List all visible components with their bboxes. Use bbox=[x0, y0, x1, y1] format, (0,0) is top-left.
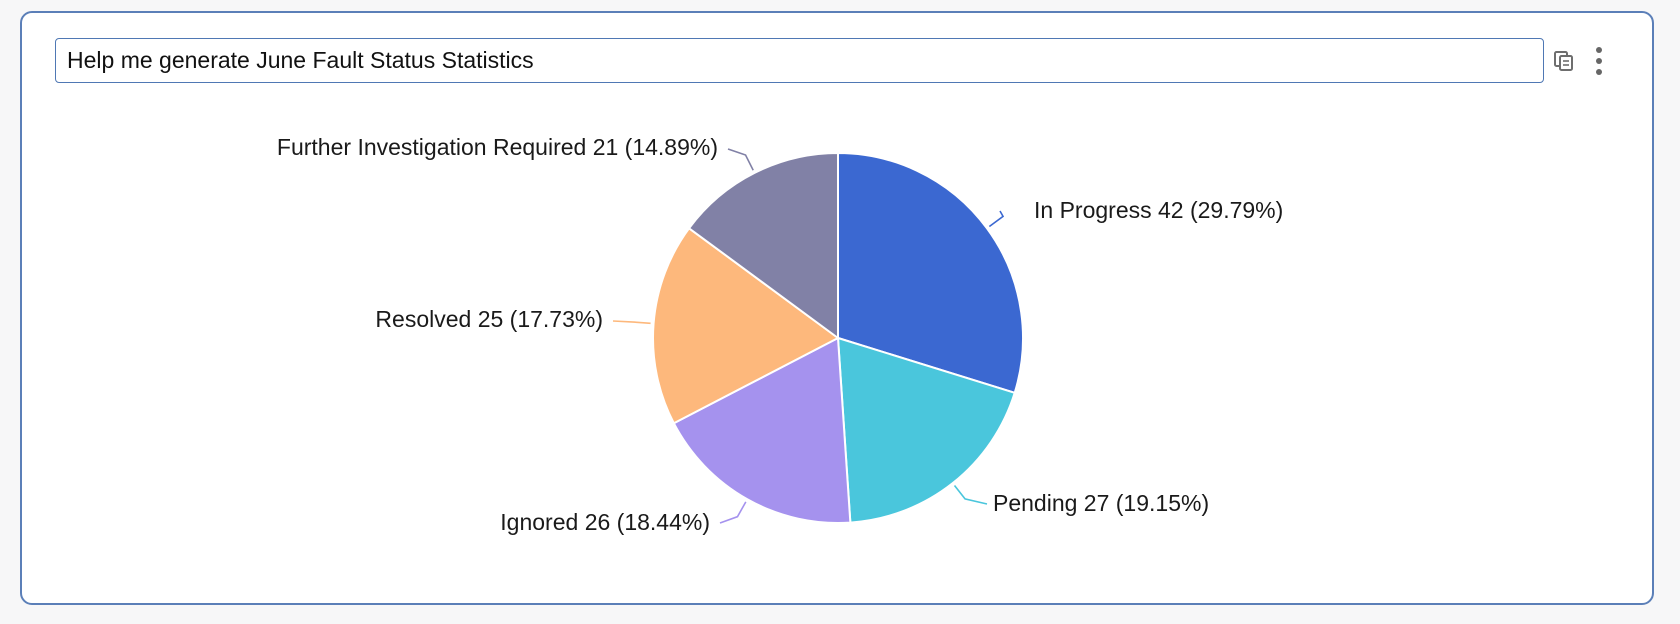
pie-labels: In Progress 42 (29.79%) Pending 27 (19.15… bbox=[277, 134, 1283, 535]
pie-slices bbox=[652, 152, 1024, 524]
pie-slice-pending[interactable] bbox=[837, 337, 1016, 524]
prompt-text: Help me generate June Fault Status Stati… bbox=[67, 47, 534, 73]
slice-label-resolved: Resolved 25 (17.73%) bbox=[375, 306, 603, 332]
pie-slice-further-investigation-required[interactable] bbox=[688, 152, 839, 339]
copy-button[interactable] bbox=[1550, 47, 1578, 75]
leader-line-resolved bbox=[612, 320, 651, 325]
more-options-button[interactable] bbox=[1589, 43, 1609, 79]
slice-label-ignored: Ignored 26 (18.44%) bbox=[500, 509, 710, 535]
prompt-input[interactable]: Help me generate June Fault Status Stati… bbox=[55, 38, 1544, 83]
pie-slice-ignored[interactable] bbox=[672, 337, 852, 524]
leader-line-pending bbox=[953, 485, 988, 505]
slice-label-further-investigation-required: Further Investigation Required 21 (14.89… bbox=[277, 134, 718, 160]
more-vertical-icon bbox=[1596, 47, 1602, 75]
slice-label-pending: Pending 27 (19.15%) bbox=[993, 490, 1209, 516]
leader-line-in-progress bbox=[988, 210, 1005, 228]
leader-line-further-investigation-required bbox=[727, 148, 754, 171]
copy-icon bbox=[1554, 51, 1573, 71]
pie-slice-in-progress[interactable] bbox=[837, 152, 1024, 394]
slice-label-in-progress: In Progress 42 (29.79%) bbox=[1034, 197, 1283, 223]
leader-line-ignored bbox=[719, 501, 747, 524]
pie-slice-resolved[interactable] bbox=[652, 227, 839, 425]
